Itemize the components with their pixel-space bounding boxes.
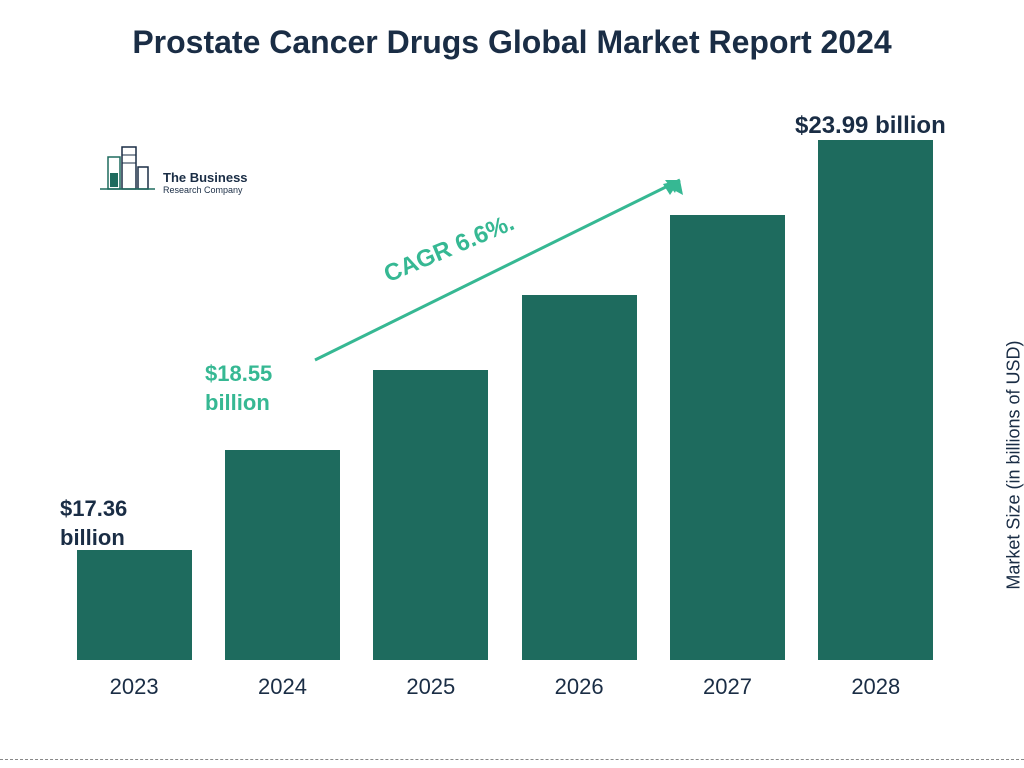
x-label: 2027 [670, 674, 785, 700]
x-label: 2024 [225, 674, 340, 700]
x-label: 2028 [818, 674, 933, 700]
growth-arrow [305, 160, 705, 380]
bar-2023 [77, 550, 192, 660]
x-label: 2026 [522, 674, 637, 700]
bar-2028 [818, 140, 933, 660]
x-label: 2025 [373, 674, 488, 700]
value-label-2028: $23.99 billion [795, 110, 946, 141]
x-axis-labels: 2023 2024 2025 2026 2027 2028 [60, 674, 950, 700]
x-label: 2023 [77, 674, 192, 700]
value-label-2024: $18.55billion [205, 360, 272, 417]
bar-2025 [373, 370, 488, 660]
bar-2024 [225, 450, 340, 660]
bottom-border [0, 759, 1024, 760]
y-axis-label: Market Size (in billions of USD) [1004, 341, 1024, 590]
value-label-2023: $17.36billion [60, 495, 127, 552]
chart-title: Prostate Cancer Drugs Global Market Repo… [0, 0, 1024, 64]
